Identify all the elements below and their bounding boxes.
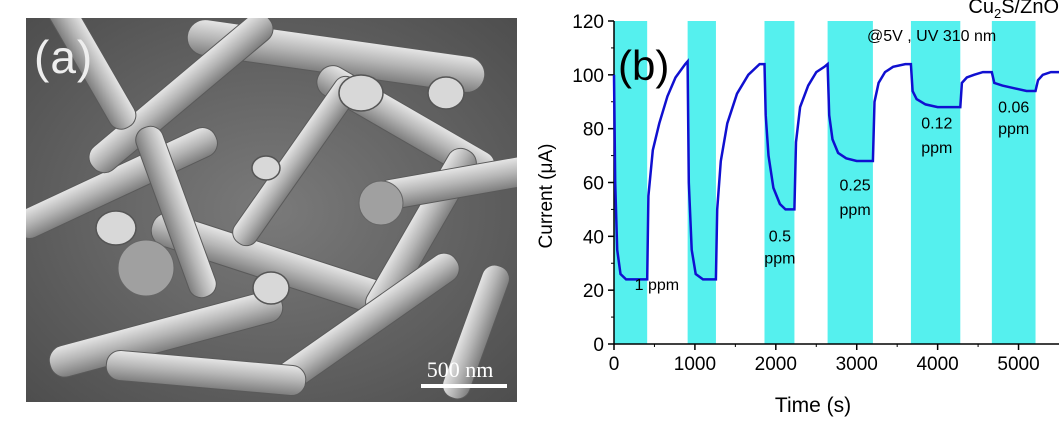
y-tick-label: 120 [572, 12, 604, 33]
gas-band-1 [687, 21, 716, 344]
annotation-label: ppm [921, 140, 952, 157]
x-tick-label: 3000 [836, 354, 878, 375]
annotation-label: ppm [764, 250, 795, 267]
y-tick-label: 100 [572, 66, 604, 87]
y-tick-label: 20 [583, 281, 604, 302]
x-tick-label: 4000 [916, 354, 958, 375]
annotation-label: 0.5 [769, 229, 791, 246]
gas-band-2 [764, 21, 795, 344]
y-tick-label: 60 [583, 174, 604, 195]
gas-band-0 [614, 21, 648, 344]
y-tick-label: 0 [593, 335, 604, 356]
scale-bar-label: 500 nm [426, 357, 494, 382]
x-axis-label: Time (s) [775, 394, 851, 417]
panel-b-label: (b) [618, 42, 669, 89]
x-tick-label: 5000 [997, 354, 1039, 375]
current-vs-time-chart: 0 20 40 60 80 100 120 0 1000 2000 3000 4000 5000 1 p… [536, 0, 1059, 417]
annotation-label: ppm [840, 202, 871, 219]
condition-label: @5V , UV 310 nm [867, 28, 996, 45]
annotation-label: 0.25 [840, 178, 871, 195]
x-tick-label: 2000 [755, 354, 797, 375]
y-tick-label: 40 [583, 227, 604, 248]
scale-bar [421, 384, 507, 388]
current-series-line [612, 58, 1059, 281]
x-tick-label: 0 [609, 354, 620, 375]
y-tick-label: 80 [583, 120, 604, 141]
gas-band-4 [910, 21, 961, 344]
gas-band-3 [827, 21, 873, 344]
gas-exposure-bands [614, 21, 1036, 344]
corner-title: Cu2S/ZnO [968, 0, 1059, 21]
gas-band-5 [991, 21, 1036, 344]
sem-micrograph-panel: (a) 500 nm [26, 18, 517, 402]
annotation-label: ppm [998, 121, 1029, 138]
panel-a-label: (a) [34, 31, 94, 83]
x-tick-label: 1000 [674, 354, 716, 375]
sem-nanorods-image [26, 18, 517, 402]
annotation-label: 1 ppm [635, 277, 679, 294]
annotation-label: 0.12 [921, 116, 952, 133]
y-axis-label: Current (μA) [536, 144, 557, 249]
concentration-annotations: 1 ppm 0.5 ppm 0.25 ppm 0.12 ppm 0.06 ppm [635, 100, 1030, 295]
annotation-label: 0.06 [998, 100, 1029, 117]
